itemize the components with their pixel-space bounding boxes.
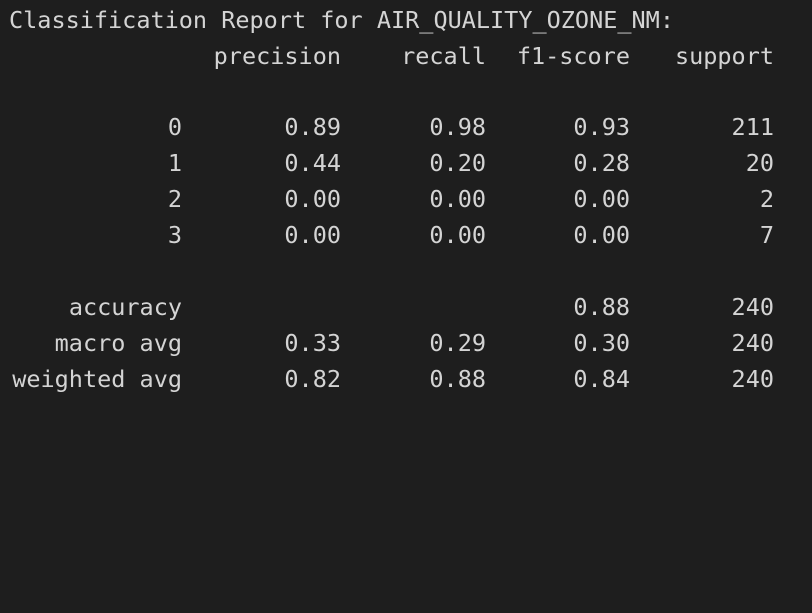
table-row: 2 0.00 0.00 0.00 2 [0,181,812,217]
macro-avg-support: 240 [731,329,774,357]
table-row: 1 0.44 0.20 0.28 20 [0,145,812,181]
table-row: 0 0.89 0.98 0.93 211 [0,109,812,145]
accuracy-row: accuracy 0.88 240 [0,289,812,325]
macro-avg-row: macro avg 0.33 0.29 0.30 240 [0,325,812,361]
weighted-avg-f1-score: 0.84 [573,365,630,393]
macro-avg-label: macro avg [54,329,182,357]
macro-avg-recall: 0.29 [429,329,486,357]
row-recall: 0.98 [429,113,486,141]
terminal-output: Classification Report for AIR_QUALITY_OZ… [0,2,812,397]
row-precision: 0.44 [284,149,341,177]
row-support: 211 [731,113,774,141]
weighted-avg-label: weighted avg [12,365,182,393]
row-recall: 0.00 [429,221,486,249]
header-f1-score: f1-score [516,42,630,70]
row-precision: 0.00 [284,185,341,213]
row-precision: 0.89 [284,113,341,141]
row-f1-score: 0.00 [573,185,630,213]
header-row: precision recall f1-score support [0,38,812,74]
report-title-line: Classification Report for AIR_QUALITY_OZ… [0,2,812,38]
row-f1-score: 0.28 [573,149,630,177]
report-title: Classification Report for AIR_QUALITY_OZ… [9,6,674,34]
table-row: 3 0.00 0.00 0.00 7 [0,217,812,253]
row-label: 1 [167,149,182,177]
accuracy-label: accuracy [68,293,182,321]
header-precision: precision [213,42,341,70]
accuracy-f1-score: 0.88 [573,293,630,321]
header-recall: recall [401,42,486,70]
row-support: 7 [759,221,774,249]
row-f1-score: 0.93 [573,113,630,141]
row-recall: 0.20 [429,149,486,177]
weighted-avg-recall: 0.88 [429,365,486,393]
row-precision: 0.00 [284,221,341,249]
row-label: 0 [167,113,182,141]
row-label: 3 [167,221,182,249]
header-support: support [674,42,774,70]
weighted-avg-support: 240 [731,365,774,393]
accuracy-support: 240 [731,293,774,321]
macro-avg-f1-score: 0.30 [573,329,630,357]
row-recall: 0.00 [429,185,486,213]
row-support: 2 [759,185,774,213]
row-f1-score: 0.00 [573,221,630,249]
row-label: 2 [167,185,182,213]
row-support: 20 [745,149,774,177]
weighted-avg-row: weighted avg 0.82 0.88 0.84 240 [0,361,812,397]
weighted-avg-precision: 0.82 [284,365,341,393]
macro-avg-precision: 0.33 [284,329,341,357]
